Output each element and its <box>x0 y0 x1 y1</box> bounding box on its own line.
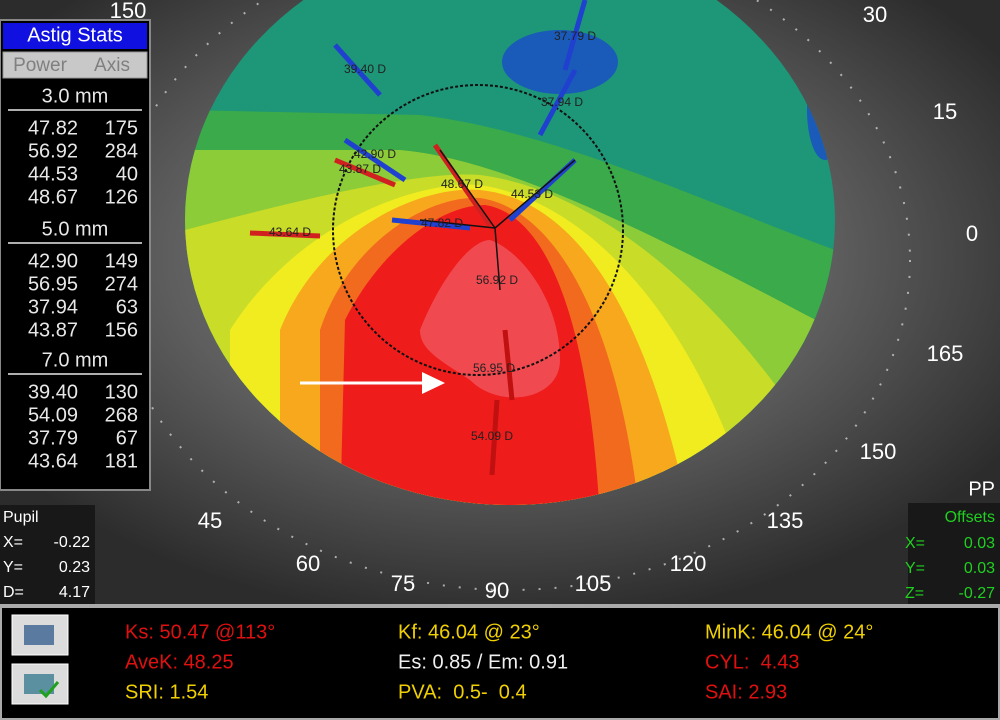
astig-markers <box>249 0 588 476</box>
degree-label: 165 <box>927 341 964 366</box>
axis-value: 126 <box>105 186 138 208</box>
degree-label: 150 <box>860 439 897 464</box>
section-label: 3.0 mm <box>42 85 109 107</box>
power-value: 43.64 <box>28 450 78 472</box>
offset-key: Y= <box>905 560 925 577</box>
offset-value: -0.27 <box>959 585 996 602</box>
status-item: CYL: 4.43 <box>705 651 800 673</box>
map-label: 37.79 D <box>554 29 596 43</box>
section-label: 5.0 mm <box>42 218 109 240</box>
axis-value: 149 <box>105 250 138 272</box>
axis-lines <box>419 149 576 291</box>
map-label: 39.40 D <box>344 62 386 76</box>
map-mode: PP <box>968 478 995 500</box>
offset-value: 0.03 <box>964 535 995 552</box>
power-value: 56.95 <box>28 273 78 295</box>
status-item: Es: 0.85 / Em: 0.91 <box>398 651 568 673</box>
map-label: 56.92 D <box>476 273 518 287</box>
degree-label: 60 <box>296 551 320 576</box>
degree-label: 75 <box>391 571 415 596</box>
axis-value: 175 <box>105 117 138 139</box>
pupil-value: 0.23 <box>59 559 90 576</box>
section-label: 7.0 mm <box>42 349 109 371</box>
power-value: 42.90 <box>28 250 78 272</box>
axis-value: 67 <box>116 427 138 449</box>
status-item: Kf: 46.04 @ 23° <box>398 621 540 643</box>
status-item: SRI: 1.54 <box>125 681 208 703</box>
tool-icon[interactable] <box>11 663 69 705</box>
power-value: 44.53 <box>28 163 78 185</box>
status-item: MinK: 46.04 @ 24° <box>705 621 873 643</box>
power-value: 43.87 <box>28 319 78 341</box>
status-bar <box>0 604 1000 720</box>
map-label: 42.90 D <box>354 147 396 161</box>
axis-value: 40 <box>116 163 138 185</box>
power-value: 37.79 <box>28 427 78 449</box>
degree-label: 0 <box>966 221 978 246</box>
panel-header <box>3 23 147 49</box>
power-value: 47.82 <box>28 117 78 139</box>
status-item: Ks: 50.47 @113° <box>125 621 275 643</box>
offset-key: Z= <box>905 585 924 602</box>
astig-panel <box>0 19 151 491</box>
offsets-box <box>908 503 1000 605</box>
axis-value: 63 <box>116 296 138 318</box>
degree-label: 150 <box>110 0 147 23</box>
pupil-box <box>0 505 95 605</box>
axis-value: 181 <box>105 450 138 472</box>
offsets-title: Offsets <box>945 509 995 526</box>
axis-value: 274 <box>105 273 138 295</box>
pointer-arrow <box>300 372 445 394</box>
axis-value: 156 <box>105 319 138 341</box>
zone-circle <box>332 84 624 376</box>
degree-label: 15 <box>933 99 957 124</box>
panel-tab[interactable]: Power <box>13 55 68 76</box>
degree-label: 30 <box>863 2 887 27</box>
pupil-key: D= <box>3 584 24 601</box>
status-item: PVA: 0.5- 0.4 <box>398 681 527 703</box>
map-label: 48.67 D <box>441 177 483 191</box>
axis-value: 284 <box>105 140 138 162</box>
map-label: 37.94 D <box>541 95 583 109</box>
pupil-title: Pupil <box>3 509 39 526</box>
status-item: AveK: 48.25 <box>125 651 234 673</box>
offset-value: 0.03 <box>964 560 995 577</box>
map-label: 43.87 D <box>339 162 381 176</box>
panel-tabs[interactable] <box>2 51 148 79</box>
degree-label: 45 <box>198 508 222 533</box>
power-value: 54.09 <box>28 404 78 426</box>
pupil-value: -0.22 <box>54 534 91 551</box>
map-label: 43.64 D <box>269 225 311 239</box>
offset-key: X= <box>905 535 925 552</box>
degree-label: 120 <box>670 551 707 576</box>
pupil-key: X= <box>3 534 23 551</box>
axis-value: 268 <box>105 404 138 426</box>
tool-icon[interactable] <box>11 614 69 656</box>
map-label: 54.09 D <box>471 429 513 443</box>
power-value: 56.92 <box>28 140 78 162</box>
axis-value: 130 <box>105 381 138 403</box>
pupil-value: 4.17 <box>59 584 90 601</box>
degree-label: 105 <box>575 571 612 596</box>
degree-label: 135 <box>767 508 804 533</box>
degree-ring <box>109 0 911 591</box>
map-label: 47.82 D <box>421 216 463 230</box>
power-value: 48.67 <box>28 186 78 208</box>
map-label: 56.95 D <box>473 361 515 375</box>
power-value: 39.40 <box>28 381 78 403</box>
map-label: 44.53 D <box>511 187 553 201</box>
panel-tab[interactable]: Axis <box>94 55 130 76</box>
power-value: 37.94 <box>28 296 78 318</box>
degree-label: 90 <box>485 578 509 603</box>
status-item: SAI: 2.93 <box>705 681 787 703</box>
pupil-key: Y= <box>3 559 23 576</box>
panel-title: Astig Stats <box>27 24 123 46</box>
